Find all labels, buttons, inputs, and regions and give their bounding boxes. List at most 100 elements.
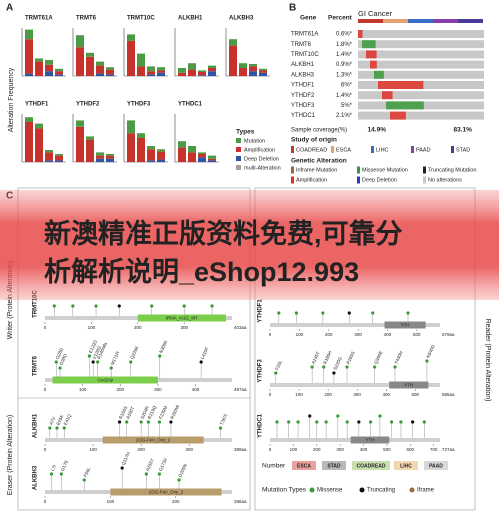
lollipop-head — [59, 472, 63, 476]
bar-segment — [86, 139, 94, 162]
bar-segment — [198, 152, 206, 154]
legend-label: Deep Deletion — [362, 177, 397, 183]
tick-label: 100 — [89, 447, 97, 452]
legend-swatch — [352, 461, 390, 470]
bar-segment — [35, 58, 43, 62]
bar-segment — [157, 149, 165, 152]
bar-segment — [188, 152, 196, 162]
chart-title: YTHDC1 — [178, 102, 203, 108]
length-label: 403aa — [234, 325, 247, 330]
tick-label: 200 — [134, 325, 142, 330]
mutation-label: P265S — [345, 351, 355, 365]
lollipop-head — [324, 420, 328, 424]
bar-segment — [96, 155, 104, 159]
gene-label: YTHDF1 — [258, 299, 264, 323]
chart-title: TRMT6 — [76, 16, 97, 22]
lollipop-head — [411, 420, 415, 424]
percent: 0.9%* — [336, 62, 353, 68]
lollipop-head — [218, 426, 223, 430]
lollipop-head — [332, 371, 336, 375]
mutation-label: L7I — [50, 464, 57, 472]
bar-segment — [96, 158, 104, 162]
legend-label: Amplification — [244, 147, 275, 153]
legend-swatch — [411, 146, 414, 153]
lollipop-head — [49, 472, 54, 476]
domain — [137, 314, 226, 322]
length-label: 585aa — [442, 392, 455, 397]
lollipop-head — [96, 360, 100, 364]
domain — [389, 381, 429, 389]
lollipop-head — [373, 365, 377, 369]
row-bg — [358, 111, 484, 120]
mutation-label: R219Q — [147, 404, 158, 419]
percent: 1.8%* — [336, 42, 353, 48]
length-label: 286aa — [234, 499, 247, 504]
tick-label: 100 — [296, 332, 304, 337]
mutation-label: Q228K — [129, 345, 139, 360]
domain — [102, 436, 204, 444]
bar-segment — [157, 67, 165, 71]
tick-label: 300 — [336, 447, 344, 452]
tick-label: 400 — [384, 332, 392, 337]
legend-swatch — [371, 146, 374, 153]
bar-segment — [188, 69, 196, 76]
bar-segment — [45, 160, 53, 162]
lollipop-head — [406, 311, 410, 315]
percent: 1.3%* — [336, 72, 353, 78]
length-label: 727aa — [442, 447, 455, 452]
legend-label: LIHC — [376, 147, 389, 153]
lollipop-head — [144, 472, 148, 476]
lollipop-head — [345, 420, 349, 424]
lollipop-head — [150, 304, 154, 308]
bar-segment — [137, 138, 145, 162]
bar-segment — [147, 160, 155, 162]
bar-segment — [127, 133, 135, 162]
legend-label: LIHC — [400, 463, 412, 469]
domain-label: Gcd10p — [97, 378, 113, 383]
bar-segment — [137, 66, 145, 76]
coverage-value: 14.9% — [368, 127, 387, 134]
percent: 5%* — [341, 103, 353, 109]
chart-title: TRMT61A — [25, 16, 53, 22]
gene-label: TRMT6 — [33, 355, 39, 376]
legend-label: Truncating Mutation — [428, 167, 476, 173]
legend-swatch — [236, 138, 241, 143]
bar-segment — [25, 29, 33, 40]
lollipop-head — [296, 420, 300, 424]
banner-text: 新澳精准正版资料免费,可靠分 — [44, 218, 403, 249]
bar-segment — [239, 63, 247, 68]
mutation-label: A190T — [125, 406, 135, 420]
mutation-label: R156S — [118, 405, 128, 420]
domain — [384, 321, 426, 329]
lollipop-head — [275, 420, 279, 424]
bar-segment — [229, 39, 237, 46]
legend-label: Truncating — [367, 488, 395, 494]
legend-label: Inframe Mutation — [296, 167, 337, 173]
bar-segment — [178, 68, 186, 73]
altered-bar — [358, 30, 363, 38]
tick-label: 300 — [185, 447, 193, 452]
bar-segment — [55, 160, 63, 162]
lollipop-head — [277, 311, 281, 315]
mutation-label: D205N — [177, 463, 187, 478]
legend-title: Types — [236, 129, 255, 136]
gene: TRMT10C — [291, 52, 319, 58]
percent: 6%* — [341, 83, 353, 89]
lollipop-head — [422, 420, 426, 424]
bar-segment — [45, 71, 53, 76]
panel-label: B — [289, 3, 296, 14]
mutation-label: E41Q — [63, 413, 73, 426]
lollipop-head — [294, 311, 299, 315]
tick-label: 200 — [324, 392, 332, 397]
bar-segment — [35, 128, 43, 162]
y-axis-label: Alteration Frequency — [8, 67, 15, 132]
legend-swatch — [236, 147, 241, 152]
domain-label: YTH — [401, 323, 410, 328]
bar-segment — [45, 152, 53, 161]
bar-segment — [76, 47, 84, 76]
percent: 2.1%* — [336, 113, 353, 119]
legend-label: multi-Alteration — [244, 165, 281, 171]
bar-segment — [249, 66, 257, 72]
tick-label: 500 — [413, 332, 421, 337]
banner — [0, 190, 499, 300]
